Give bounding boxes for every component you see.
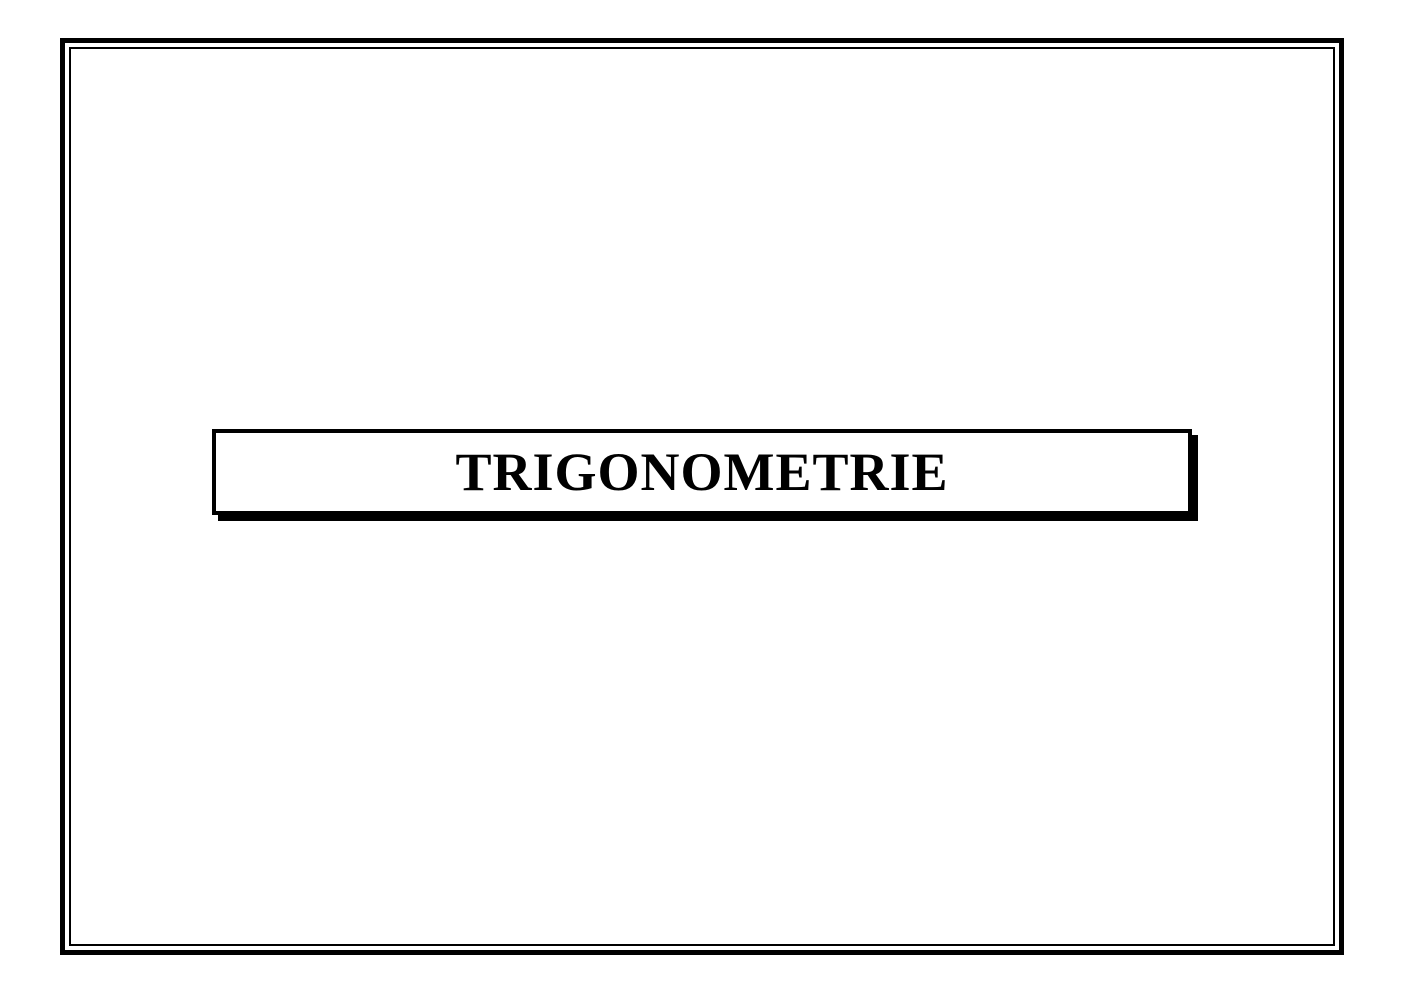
title-container: TRIGONOMETRIE [212, 429, 1192, 515]
title-box: TRIGONOMETRIE [212, 429, 1192, 515]
page-inner-frame: TRIGONOMETRIE [69, 47, 1335, 946]
document-title: TRIGONOMETRIE [455, 441, 948, 503]
page-outer-frame: TRIGONOMETRIE [60, 38, 1344, 955]
